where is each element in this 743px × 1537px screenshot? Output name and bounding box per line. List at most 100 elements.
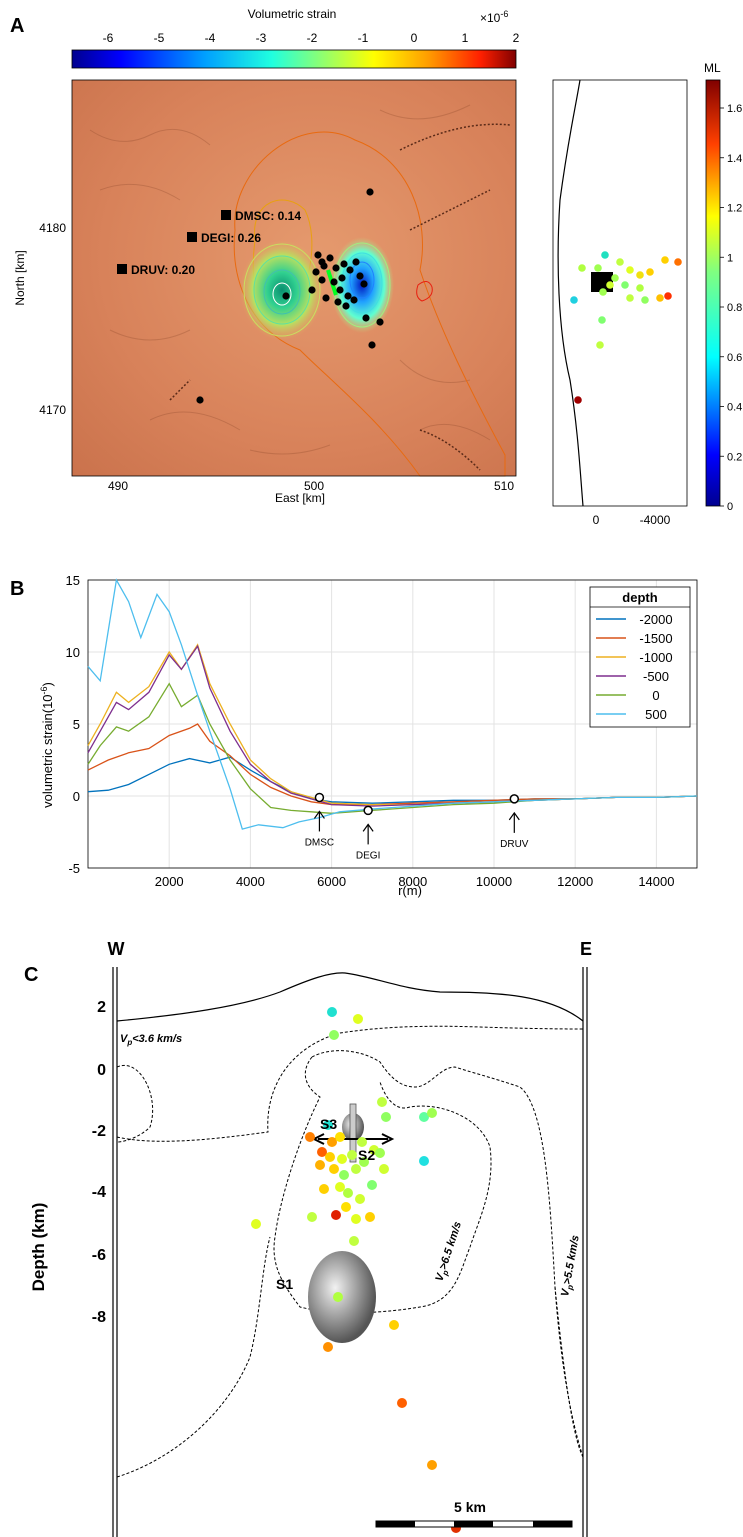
epicenter-dot <box>366 188 374 196</box>
station-degi: DEGI: 0.26 <box>187 231 261 245</box>
side-event-dot <box>601 251 609 259</box>
depth-ticks: 2 0 -2 -4 -6 -8 <box>92 999 106 1326</box>
ml-colorbar <box>705 79 721 507</box>
cross-section-event-dot <box>335 1182 345 1192</box>
side-event-dot <box>611 274 619 282</box>
cross-section-event-dot <box>341 1202 351 1212</box>
epicenter-dot <box>312 268 320 276</box>
cross-section-event-dot <box>365 1212 375 1222</box>
side-event-dot <box>594 264 602 272</box>
cross-section-event-dot <box>377 1097 387 1107</box>
side-event-dot <box>646 268 654 276</box>
station-arrowhead <box>508 811 520 821</box>
svg-text:DEGI: 0.26: DEGI: 0.26 <box>201 231 261 245</box>
label-vp-low: Vp<3.6 km/s <box>120 1033 182 1047</box>
cross-section-event-dot <box>357 1137 367 1147</box>
chart-x-tick-label: 8000 <box>398 874 427 889</box>
svg-text:-8: -8 <box>92 1309 106 1326</box>
map-xtick: 510 <box>494 479 514 493</box>
strain-line-chart: 2000 4000 6000 8000 10000 12000 14000 15 10 5 0 -5 D… <box>66 573 698 889</box>
legend-entry: 500 <box>645 707 667 722</box>
epicenter-dot <box>320 262 328 270</box>
cross-section-event-dot <box>335 1132 345 1142</box>
label-s1: S1 <box>276 1276 293 1292</box>
cross-section-event-dot <box>355 1194 365 1204</box>
cross-section-event-dot <box>343 1188 353 1198</box>
svg-text:DMSC: 0.14: DMSC: 0.14 <box>235 209 301 223</box>
east-label: E <box>580 939 592 959</box>
svg-text:0: 0 <box>97 1062 106 1079</box>
panel-b-letter: B <box>10 578 24 600</box>
label-s3: S3 <box>320 1116 337 1132</box>
chart-x-tick-label: 14000 <box>638 874 674 889</box>
chart-frame <box>87 579 698 869</box>
epicenter-dot <box>332 264 340 272</box>
epicenter-dot <box>308 286 316 294</box>
chart-x-tick-label: 2000 <box>155 874 184 889</box>
colorbar-tick-label: 0 <box>411 31 418 45</box>
chart-x-tick-label: 6000 <box>317 874 346 889</box>
map-ylabel: North [km] <box>13 250 27 305</box>
scale-bar: 5 km <box>375 1499 573 1528</box>
cross-section-event-dot <box>379 1164 389 1174</box>
legend-entry: 0 <box>652 688 659 703</box>
epicenter-dot <box>368 341 376 349</box>
side-xtick: 0 <box>593 513 600 527</box>
station-marker-label: DEGI <box>356 850 380 861</box>
cross-section-event-dot <box>347 1150 357 1160</box>
series-line-500 <box>87 578 698 830</box>
chart-ylabel: volumetric strain(10-6) <box>39 682 55 808</box>
epicenter-dot <box>338 274 346 282</box>
station-marker-label: DMSC <box>305 837 334 848</box>
station-marker-label: DRUV <box>500 839 529 850</box>
station-arrowhead <box>362 823 374 832</box>
chart-y-tick-label: 10 <box>66 645 80 660</box>
svg-text:-6: -6 <box>92 1247 106 1264</box>
epicenter-dot <box>336 286 344 294</box>
cross-section-event-dot <box>305 1132 315 1142</box>
svg-text:-2: -2 <box>92 1123 106 1140</box>
epicenter-dot <box>330 278 338 286</box>
epicenter-dot <box>340 260 348 268</box>
cross-section-event-dot <box>427 1108 437 1118</box>
cross-section-event-dot <box>339 1170 349 1180</box>
colorbar-title: Volumetric strain <box>248 7 337 21</box>
cross-section-event-dot <box>317 1147 327 1157</box>
side-event-dot <box>636 284 644 292</box>
colorbar-tick-label: -6 <box>103 31 114 45</box>
map-xlabel: East [km] <box>275 491 325 505</box>
chart-y-tick-label: 0 <box>73 789 80 804</box>
station-druv: DRUV: 0.20 <box>117 263 195 277</box>
station-marker <box>509 794 520 804</box>
ml-ticks: 1.6 1.4 1.2 1 0.8 0.6 0.4 0.2 0 <box>720 103 742 513</box>
svg-text:5 km: 5 km <box>454 1499 486 1515</box>
side-event-dot <box>656 294 664 302</box>
side-event-dot <box>641 296 649 304</box>
ml-title: ML <box>704 61 721 75</box>
side-event-dot <box>596 341 604 349</box>
cross-section-event-dot <box>381 1112 391 1122</box>
cross-section: S1 S2 S3 Vp<3.6 km/s Vp>6.5 km/s Vp>5.5 … <box>112 967 588 1537</box>
epicenter-dot <box>352 258 360 266</box>
side-event-dot <box>621 281 629 289</box>
cross-section-event-dot <box>325 1152 335 1162</box>
epicenter-dot <box>342 302 350 310</box>
ml-tick-label: 1.4 <box>727 153 742 165</box>
chart-y-tick-label: 15 <box>66 573 80 588</box>
epicenter-dot <box>326 254 334 262</box>
chart-x-tick-label: 12000 <box>557 874 593 889</box>
cross-section-event-dot <box>349 1236 359 1246</box>
ml-tick-label: 1 <box>727 252 733 264</box>
colorbar-ticks: -6 -5 -4 -3 -2 -1 0 1 2 <box>103 31 520 45</box>
chart-x-tick-label: 10000 <box>476 874 512 889</box>
panel-c-letter: C <box>24 964 38 986</box>
cross-section-event-dot <box>329 1164 339 1174</box>
side-event-dot <box>606 281 614 289</box>
chart-y-tick-label: 5 <box>73 717 80 732</box>
side-event-dot <box>570 296 578 304</box>
cross-section-event-dot <box>323 1342 333 1352</box>
cross-section-event-dot <box>389 1320 399 1330</box>
cross-section-event-dot <box>327 1137 337 1147</box>
epicenter-dot <box>350 296 358 304</box>
panel-a: A Volumetric strain ×10-6 -6 -5 -4 -3 -2 -1 0 1… <box>10 7 742 527</box>
